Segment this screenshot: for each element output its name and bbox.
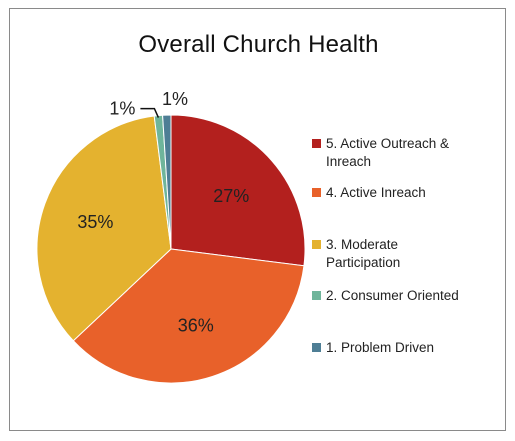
legend-label-line-1: 4. Active Inreach xyxy=(326,185,426,200)
pie-slice-active-inreach xyxy=(72,248,305,384)
pie-slice-moderate-participation xyxy=(36,115,172,342)
pie-chart: 27% 36% 35% 1% 1% xyxy=(36,89,306,384)
legend-label-line-1: 2. Consumer Oriented xyxy=(326,288,459,303)
legend-swatch-active-outreach-inreach xyxy=(312,139,321,148)
data-label-active-outreach-inreach: 27% xyxy=(213,186,249,206)
legend-label-line-1: 3. Moderate xyxy=(326,237,399,252)
pie-slice-active-outreach-inreach xyxy=(170,114,306,267)
data-label-active-inreach: 36% xyxy=(178,316,214,336)
legend-label-line-1: 5. Active Outreach & xyxy=(326,136,450,151)
chart-frame: Overall Church Health 27% 36% 35% 1% 1% 5. A… xyxy=(9,8,506,431)
pie-slice-problem-driven xyxy=(162,114,172,250)
legend-swatch-moderate-participation xyxy=(312,240,321,249)
leader-line-consumer-oriented xyxy=(140,107,160,118)
chart-title: Overall Church Health xyxy=(138,31,379,58)
legend-label-line-2: Inreach xyxy=(326,154,372,169)
legend-swatch-problem-driven xyxy=(312,343,321,352)
legend-label-line-2: Participation xyxy=(326,255,401,270)
data-label-problem-driven: 1% xyxy=(162,89,188,109)
data-label-moderate-participation: 35% xyxy=(77,212,113,232)
legend-label-line-1: 1. Problem Driven xyxy=(326,340,435,355)
data-label-consumer-oriented: 1% xyxy=(109,99,135,119)
legend-swatch-consumer-oriented xyxy=(312,291,321,300)
legend-swatch-active-inreach xyxy=(312,188,321,197)
